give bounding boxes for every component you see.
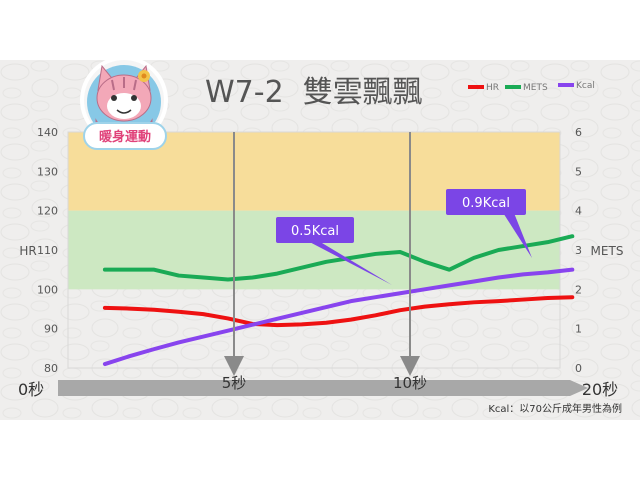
series-line-hr [102, 295, 575, 328]
callout-box [276, 217, 354, 243]
slide-canvas: 暖身運動 W7-2 雙雲飄飄 HR METS Kcal 140130120110… [0, 60, 640, 420]
left-tick-label: 140 [37, 126, 58, 139]
plot-frame [67, 131, 561, 369]
legend-label-mets: METS [523, 83, 548, 93]
right-axis-title: METS [591, 244, 624, 258]
badge-text: 暖身運動 [99, 129, 151, 145]
legend-label-kcal: Kcal [576, 81, 595, 91]
left-tick-label: 100 [37, 283, 58, 296]
time-mark-10: 10秒 [393, 374, 427, 392]
callout-tail [300, 237, 392, 285]
callout-text: 0.9Kcal [462, 196, 510, 211]
right-tick-label: 0 [575, 362, 582, 375]
right-tick-label: 2 [575, 283, 582, 296]
right-axis: 6 5 4 3 2 1 0 [575, 126, 582, 375]
series-line-kcal [102, 267, 575, 367]
right-tick-label: 5 [575, 165, 582, 178]
callout-text: 0.5Kcal [291, 224, 339, 239]
time-end: 20秒 [582, 380, 618, 399]
time-mark-5: 5秒 [222, 374, 247, 392]
series-layer [102, 234, 575, 367]
right-tick-label: 4 [575, 205, 582, 218]
right-tick-label: 3 [575, 244, 582, 257]
callout-0.5kcal: 0.5Kcal [276, 217, 392, 285]
left-tick-label: 130 [37, 165, 58, 178]
callout-0.9kcal: 0.9Kcal [446, 189, 532, 258]
time-start: 0秒 [18, 380, 44, 399]
series-line-mets [102, 234, 575, 282]
page-title: W7-2 雙雲飄飄 [205, 75, 423, 110]
left-tick-label: 80 [44, 362, 58, 375]
callout-box [446, 189, 526, 215]
callout-tail [500, 208, 532, 258]
left-tick-label: 120 [37, 205, 58, 218]
right-tick-label: 6 [575, 126, 582, 139]
time-arrow [58, 380, 588, 396]
left-tick-label: 90 [44, 323, 58, 336]
marker-layer [224, 132, 420, 376]
right-tick-label: 1 [575, 323, 582, 336]
left-axis-title: HR [19, 244, 36, 258]
left-axis: 140 130 120 110 100 90 80 [37, 126, 58, 375]
legend: HR METS Kcal [468, 81, 595, 93]
footnote: Kcal：以70公斤成年男性為例 [488, 402, 622, 415]
legend-label-hr: HR [486, 83, 499, 93]
badge [83, 122, 167, 150]
slide: 暖身運動 W7-2 雙雲飄飄 HR METS Kcal 140 130 120 110… [0, 60, 640, 420]
left-tick-label: 110 [37, 244, 58, 257]
